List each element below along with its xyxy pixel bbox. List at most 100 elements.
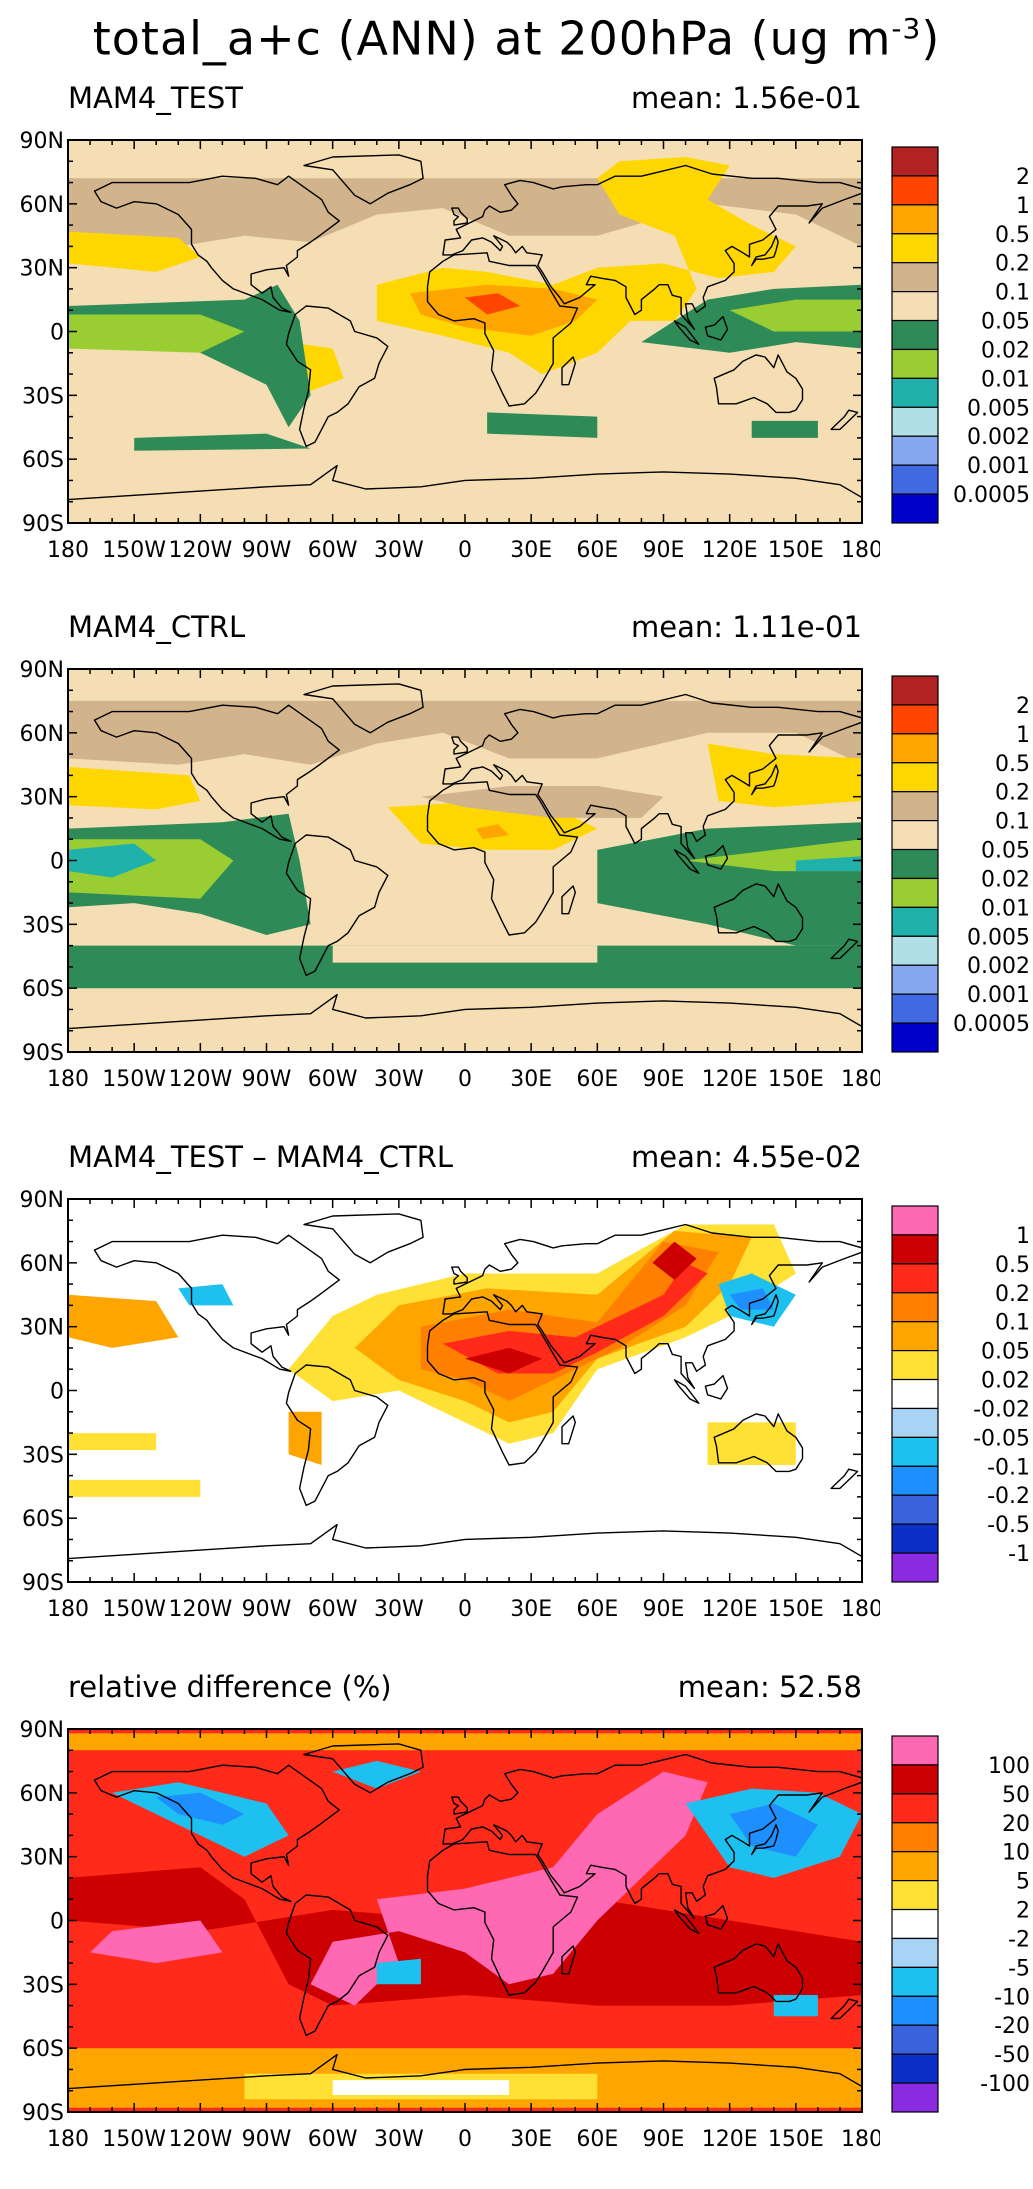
lat-tick-label: 60S (22, 977, 64, 1002)
coastline-gl (303, 154, 424, 205)
colorbar-label: -0.05 (973, 1426, 1030, 1451)
lat-tick-label: 90N (20, 1718, 64, 1743)
colorbar-box-5 (891, 1880, 939, 1911)
panel-mean-label: mean: 52.58 (677, 1670, 862, 1704)
contour-region-13 (773, 1995, 818, 2017)
lat-tick-label: 90S (22, 512, 64, 537)
contour-region-8 (68, 1294, 179, 1348)
lat-tick-label: 90N (20, 129, 64, 154)
lat-tick-label: 90S (22, 1041, 64, 1066)
colorbar-label: 0.5 (995, 223, 1030, 248)
coastline-gl (303, 683, 424, 734)
coastline-uk (451, 1266, 468, 1285)
coastline-eu (442, 1753, 862, 1920)
coastline-uk (451, 1796, 468, 1815)
coastline-na (93, 704, 340, 843)
lon-tick-label: 30E (510, 2127, 552, 2152)
colorbar-label: -100 (980, 2072, 1030, 2097)
coastline-jp (751, 1294, 779, 1326)
contour-region-11 (332, 1760, 421, 1789)
lon-tick-label: 30E (510, 1067, 552, 1092)
colorbar-label: 1 (1016, 194, 1030, 219)
coastline-gl (303, 1213, 424, 1264)
lat-tick-label: 30S (22, 1973, 64, 1998)
lat-tick-label: 30S (22, 913, 64, 938)
lon-tick-label: 0 (458, 538, 472, 563)
lon-tick-label: 60E (576, 2127, 618, 2152)
contour-region-9 (729, 299, 862, 332)
colorbar-label: 0.0005 (953, 483, 1030, 508)
colorbar-label: 0.5 (995, 752, 1030, 777)
contour-region-12 (751, 420, 818, 438)
colorbar-box-1 (891, 175, 939, 206)
lat-tick-label: 30S (22, 1443, 64, 1468)
coastline-bor (704, 1904, 729, 1930)
colorbar-box-9 (891, 1995, 939, 2026)
contour-region-10 (134, 433, 311, 451)
lat-tick-label: 60N (20, 193, 64, 218)
lat-tick-label: 30N (20, 1316, 64, 1341)
lon-tick-label: 150E (768, 538, 824, 563)
contour-region-13 (795, 856, 862, 872)
coastline-eu (442, 693, 862, 860)
colorbar-label: -0.02 (973, 1397, 1030, 1422)
colorbar-label: 0.001 (967, 983, 1030, 1008)
colorbar-box-12 (891, 2082, 939, 2113)
lon-tick-label: 60W (308, 538, 358, 563)
lat-tick-label: 90N (20, 1188, 64, 1213)
colorbar-box-0 (891, 675, 939, 706)
coastline-na (93, 1764, 340, 1903)
lat-tick-label: 60S (22, 1507, 64, 1532)
contour-region-1 (68, 766, 201, 810)
colorbar-box-7 (891, 348, 939, 379)
coastline-jp (751, 1824, 779, 1856)
colorbar-box-9 (891, 406, 939, 437)
contour-region-4 (465, 1347, 543, 1374)
figure-title-text: total_a+c (ANN) at 200hPa (ug m (92, 11, 892, 66)
colorbar-label: 50 (1002, 1783, 1030, 1808)
lon-tick-label: 120E (702, 1597, 758, 1622)
map-plot: 180 150W 120W 90W 60W 30W 0 30E 60E 90E 120E 150E 18… (20, 1188, 880, 1622)
colorbar-label: 0.1 (995, 810, 1030, 835)
coastline-eu (442, 164, 862, 331)
colorbar-label: 0.002 (967, 954, 1030, 979)
field-layer (68, 140, 862, 523)
colorbar-box-10 (891, 964, 939, 995)
coastline-af (426, 252, 579, 407)
colorbar-label: 0.02 (981, 1369, 1030, 1394)
colorbar-box-1 (891, 1764, 939, 1795)
lon-tick-label: 150W (102, 1067, 166, 1092)
contour-region-10 (68, 1433, 157, 1451)
colorbar-box-4 (891, 262, 939, 293)
colorbar-label: 0.01 (981, 367, 1030, 392)
lon-tick-label: 180 (841, 1597, 880, 1622)
colorbar: 2 1 0.5 0.2 0.1 0.05 0.02 0.01 0.005 0.002 0.001 0.… (891, 146, 1030, 524)
lon-tick-label: 60E (576, 538, 618, 563)
panel-mean-label: mean: 1.11e-01 (630, 610, 862, 644)
lon-tick-label: 30W (374, 1597, 424, 1622)
colorbar-label: -1 (1008, 1542, 1030, 1567)
contour-region-3 (442, 1262, 708, 1374)
colorbar-box-8 (891, 1966, 939, 1997)
colorbar-box-1 (891, 704, 939, 735)
lat-tick-label: 0 (50, 1910, 64, 1935)
contour-region-7 (729, 1288, 774, 1310)
lon-tick-label: 60W (308, 1067, 358, 1092)
field-layer (68, 669, 862, 1052)
lon-tick-label: 180 (47, 1597, 89, 1622)
lon-tick-label: 90E (643, 1597, 685, 1622)
lon-tick-label: 180 (841, 538, 880, 563)
lat-tick-label: 90S (22, 1571, 64, 1596)
map-panel-difference: MAM4_TEST – MAM4_CTRL mean: 4.55e-02 180… (0, 1139, 1033, 1659)
lat-tick-label: 30N (20, 1846, 64, 1871)
colorbar-box-4 (891, 1321, 939, 1352)
colorbar-box-7 (891, 1937, 939, 1968)
colorbar-box-0 (891, 1205, 939, 1236)
colorbar-box-8 (891, 1436, 939, 1467)
coastline-ant (68, 993, 862, 1052)
colorbar-box-2 (891, 204, 939, 235)
coastline-nz (830, 938, 859, 960)
lon-tick-label: 150W (102, 538, 166, 563)
colorbar-box-6 (891, 1908, 939, 1940)
lon-tick-label: 150E (768, 2127, 824, 2152)
